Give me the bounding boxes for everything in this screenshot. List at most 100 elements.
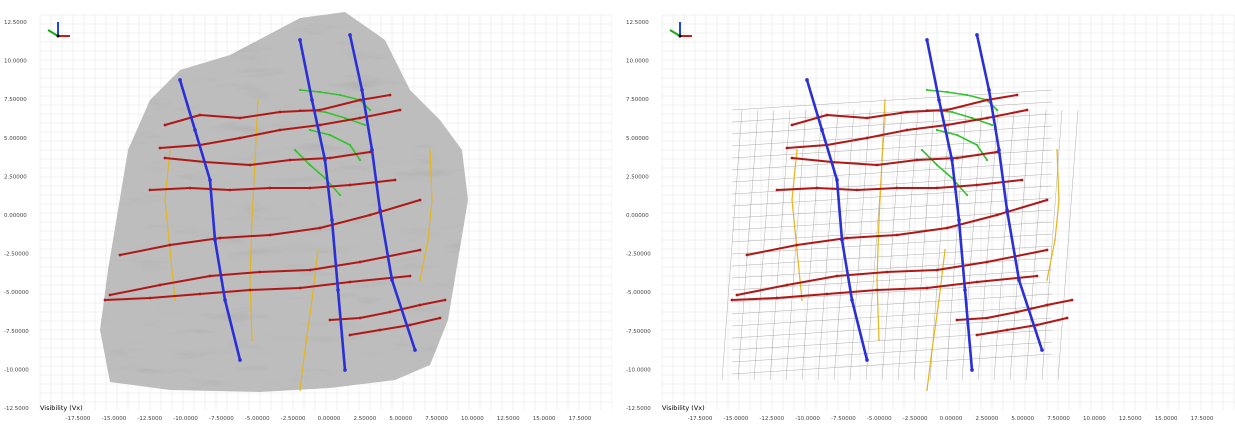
red-horizon-node [388,93,392,97]
red-horizon-node [975,333,979,337]
y-tick-label: -10.0000 [4,367,29,373]
fault-line-node [360,88,364,92]
red-horizon-node [328,318,332,322]
red-horizon-node [835,274,839,278]
red-horizon-node [168,243,172,247]
red-horizon-node [358,98,362,102]
y-axis-ticks: 12.5000 10.0000 7.50000 5.00000 2.50000 0.000… [4,20,29,412]
red-horizon-node [730,298,734,302]
yellow-horizon-node [174,299,176,301]
viewport-right-canvas[interactable]: 12.5000 10.0000 7.50000 5.00000 2.50000 0.000… [622,0,1235,427]
red-horizon-node [308,186,312,190]
red-horizon-node [1045,248,1049,252]
yellow-horizon [164,149,176,301]
red-horizon-node [158,146,162,150]
mesh-line-h [731,293,1053,315]
green-horizon-node [368,108,372,112]
x-tick-label: -2.50000 [903,416,928,422]
mesh-line-v [801,109,823,381]
red-horizon-node [790,123,794,127]
fault-line-node [805,78,809,82]
red-horizon [976,317,1068,336]
x-tick-label: 0.00000 [318,416,341,422]
fault-line [805,78,869,362]
fault-line [298,38,347,372]
red-horizon-node [398,108,402,112]
green-horizon-node [950,110,954,114]
y-tick-label: -7.50000 [626,329,651,335]
red-horizon-node [278,128,282,132]
viewport-left[interactable]: 12.5000 10.0000 7.50000 5.00000 2.50000 0.000… [0,0,612,427]
green-horizon-node [950,176,954,180]
mesh-line-v [945,109,967,381]
x-tick-label: 7.50000 [1047,416,1070,422]
green-horizon-node [363,123,367,127]
x-tick-label: -7.50000 [831,416,856,422]
red-horizon-node [785,283,789,287]
fault-line-node [298,38,302,42]
axis-label: Visibility (Vx) [40,404,83,412]
mesh-line-v [897,109,919,381]
green-horizon-node [985,158,989,162]
yellow-horizon-node [1054,239,1056,241]
y-tick-label: -10.0000 [626,367,651,373]
mesh-line-v [737,109,759,381]
red-horizon-node [358,316,362,320]
yellow-horizon-node [164,199,166,201]
red-horizon-node [258,270,262,274]
red-horizon-node [318,123,322,127]
green-horizon-node [970,116,974,120]
mesh-line-h [731,353,1053,375]
green-horizon-node [328,133,332,137]
x-tick-label: -10.0000 [795,416,820,422]
x-tick-label: -12.5000 [137,416,162,422]
red-horizon-node [775,296,779,300]
y-tick-label: 12.5000 [4,20,27,26]
seismic-image [100,12,468,392]
x-axis-ticks: -17.5000 -15.0000 -12.5000 -10.0000 -7.50000… [66,416,592,422]
red-horizon-node [995,150,999,154]
mesh-line-v [1009,109,1031,381]
red-horizon-node [985,98,989,102]
viewport-left-canvas[interactable]: 12.5000 10.0000 7.50000 5.00000 2.50000 0.000… [0,0,612,427]
red-horizon-node [418,248,422,252]
red-horizon-node [278,110,282,114]
y-tick-label: 10.0000 [4,59,27,65]
seismic-image-texture [100,12,468,392]
y-tick-label: -7.50000 [4,329,29,335]
red-horizon [746,199,1048,256]
fault-line-node [223,298,227,302]
x-tick-label: 17.5000 [1191,416,1214,422]
yellow-horizon-node [311,299,313,301]
red-horizon-node [348,333,352,337]
red-horizon-node [935,268,939,272]
red-horizon-node [825,113,829,117]
red-horizon-node [1045,198,1049,202]
viewport-right[interactable]: 12.5000 10.0000 7.50000 5.00000 2.50000 0.000… [622,0,1235,427]
fault-line [178,78,242,362]
red-horizon-node [378,328,382,332]
green-horizon-node [338,93,342,97]
red-horizon-node [408,323,412,327]
x-tick-label: 17.5000 [569,416,592,422]
red-horizon-node [875,163,879,167]
red-horizon-node [855,188,859,192]
fault-line-node [957,218,961,222]
red-horizon-node [975,183,979,187]
red-horizon-node [955,318,959,322]
mesh-line-h [731,173,1053,195]
y-tick-label: -5.00000 [626,290,651,296]
red-horizon-node [825,292,829,296]
red-horizon-node [735,293,739,297]
fault-line-node [348,33,352,37]
green-horizon-node [975,143,979,147]
red-horizon-node [795,243,799,247]
yellow-horizon-node [931,349,933,351]
red-horizon-node [925,286,929,290]
mesh-line-v [817,109,839,381]
mesh-line-h [731,89,1053,111]
green-horizon-node [348,143,352,147]
view-separator [612,0,622,427]
green-horizon-node [935,128,939,132]
yellow-horizon-node [1046,279,1048,281]
